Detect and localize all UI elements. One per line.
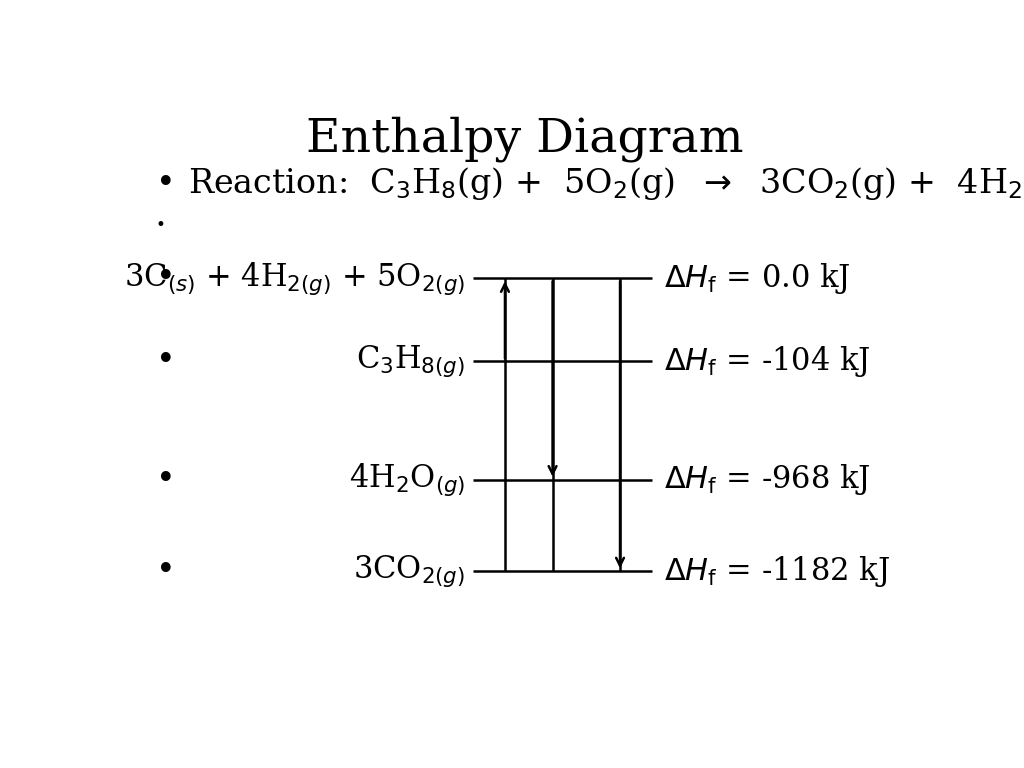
Text: $\Delta H_\mathrm{f}$ = -1182 kJ: $\Delta H_\mathrm{f}$ = -1182 kJ bbox=[664, 554, 890, 588]
Text: •: • bbox=[156, 263, 175, 294]
Text: •: • bbox=[156, 168, 175, 200]
Text: $\Delta H_\mathrm{f}$ = 0.0 kJ: $\Delta H_\mathrm{f}$ = 0.0 kJ bbox=[664, 261, 850, 296]
Text: 3CO$_{2(g)}$: 3CO$_{2(g)}$ bbox=[353, 553, 465, 589]
Text: 3C$_{(s)}$ + 4H$_{2(g)}$ + 5O$_{2(g)}$: 3C$_{(s)}$ + 4H$_{2(g)}$ + 5O$_{2(g)}$ bbox=[124, 260, 465, 297]
Text: $\Delta H_\mathrm{f}$ = -104 kJ: $\Delta H_\mathrm{f}$ = -104 kJ bbox=[664, 344, 870, 379]
Text: 4H$_2$O$_{(g)}$: 4H$_2$O$_{(g)}$ bbox=[349, 461, 465, 498]
Text: Reaction:  C$_3$H$_8$(g) +  5O$_2$(g)  $\rightarrow$  3CO$_2$(g) +  4H$_2$O(g): Reaction: C$_3$H$_8$(g) + 5O$_2$(g) $\ri… bbox=[187, 165, 1024, 202]
Text: $\Delta H_\mathrm{f}$ = -968 kJ: $\Delta H_\mathrm{f}$ = -968 kJ bbox=[664, 462, 870, 497]
Text: •: • bbox=[156, 217, 166, 233]
Text: •: • bbox=[156, 346, 175, 377]
Text: C$_3$H$_{8(g)}$: C$_3$H$_{8(g)}$ bbox=[356, 343, 465, 379]
Text: •: • bbox=[156, 464, 175, 495]
Text: •: • bbox=[156, 555, 175, 588]
Text: Enthalpy Diagram: Enthalpy Diagram bbox=[306, 116, 743, 161]
